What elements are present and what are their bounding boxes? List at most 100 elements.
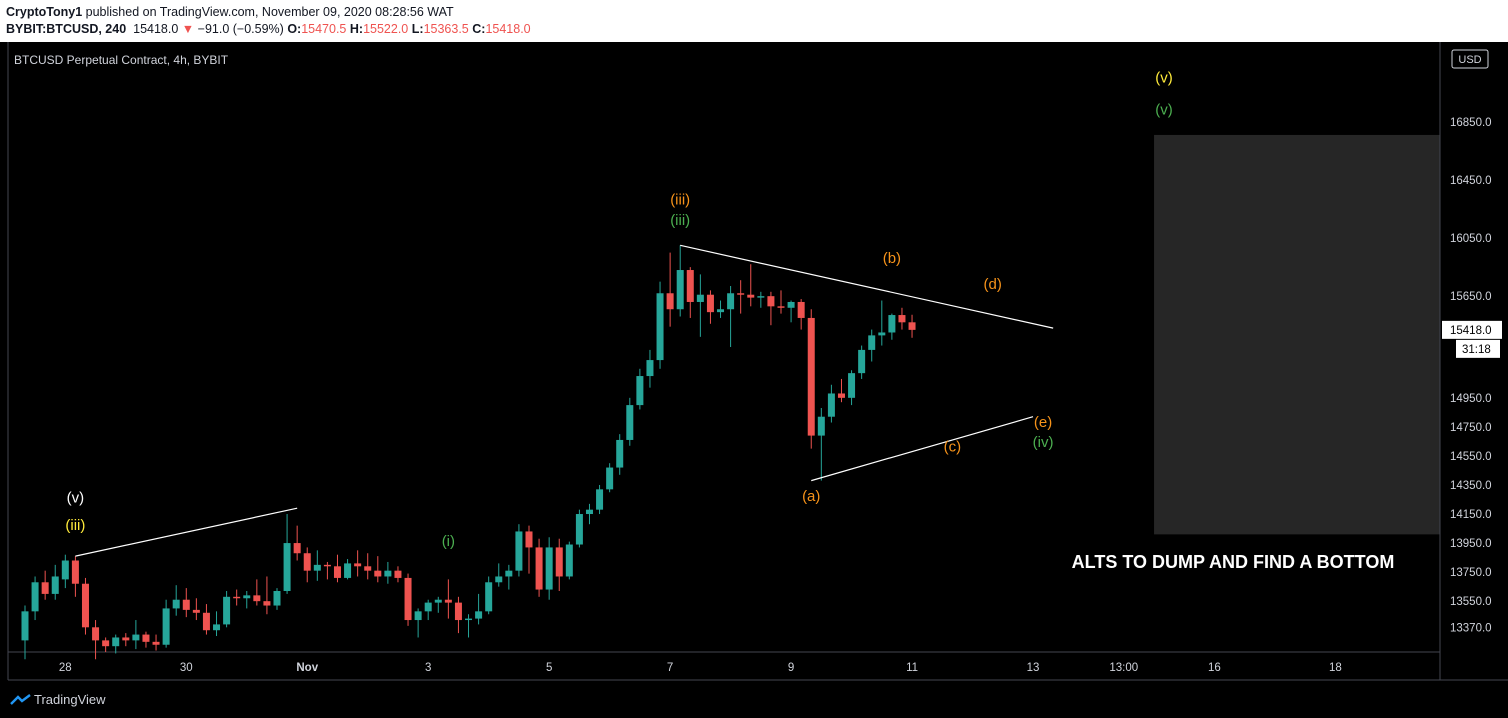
candle-body-down [374,570,382,577]
candle-body-down [767,296,775,307]
candle-body-down [253,595,261,602]
candle-body-up [61,560,69,580]
candle-body-up [626,405,634,440]
candle-body-up [384,570,392,577]
candle-body-down [192,609,200,613]
low-value: 15363.5 [423,22,469,36]
wave-label: (v) [67,489,85,506]
price-tick-label: 14550.0 [1450,451,1492,463]
candle-body-up [878,332,886,336]
wave-label: (c) [944,439,962,456]
candle-body-up [112,637,120,647]
candle-body-down [102,640,110,647]
candle-body-down [555,547,563,577]
candle-body-up [848,373,856,398]
candle-body-up [545,547,553,590]
candle-body-down [444,599,452,603]
candle-body-down [908,322,916,330]
candle-body-down [797,301,805,318]
candle-body-up [868,335,876,350]
candle-body-up [172,599,180,609]
time-tick-label: 11 [906,662,918,674]
brand-name[interactable]: TradingView [34,692,106,707]
wave-label: (iv) [1033,434,1054,451]
price-tick-label: 13370.0 [1450,622,1492,634]
countdown-tag [1456,339,1500,358]
candle-body-down [454,602,462,621]
candle-body-down [71,560,79,584]
candle-body-up [465,618,473,621]
trendline [811,416,1034,482]
high-value: 15522.0 [363,22,409,36]
time-tick-label: 13 [1027,662,1040,674]
tradingview-logo-icon [10,694,31,705]
close-value: 15418.0 [485,22,531,36]
price-tick-label: 13550.0 [1450,596,1492,608]
high-label: H: [349,22,364,36]
candle-body-up [888,315,896,333]
candle-body-down [807,317,815,436]
candle-body-down [122,637,130,641]
wave-label: (d) [984,276,1002,293]
time-tick-label: 28 [59,662,72,674]
open-label: O: [287,22,302,36]
candle-body-down [706,294,714,313]
annotation-text: ALTS TO DUMP AND FIND A BOTTOM [1072,552,1395,572]
price-change: −91.0 (−0.59%) [197,22,284,36]
close-label: C: [472,22,486,36]
price-tick-label: 16450.0 [1450,175,1492,187]
time-tick-label: 7 [667,662,673,674]
candle-body-down [92,627,100,641]
candle-body-down [142,634,150,642]
candle-body-up [596,489,604,510]
candle-body-down [394,570,402,578]
candle-body-up [606,467,614,490]
candle-body-down [202,612,210,631]
candle-body-up [827,393,835,417]
price-tick-label: 14950.0 [1450,393,1492,405]
candle-body-up [636,376,644,406]
target-zone-box [1154,134,1440,535]
candle-body-down [233,596,241,599]
candle-body-up [616,439,624,468]
wave-label: (iii) [65,517,85,534]
candle-body-up [51,576,59,594]
trendline [680,244,1054,329]
candle-body-down [898,315,906,323]
candle-body-up [21,611,29,641]
candle-body-up [495,576,503,583]
wave-label: (iii) [670,192,690,209]
time-tick-label: Nov [296,662,318,674]
publish-info: CryptoTony1 published on TradingView.com… [6,5,454,19]
time-tick-label: 18 [1329,662,1342,674]
candle-body-down [263,601,271,606]
time-tick-label: 9 [788,662,794,674]
author-name[interactable]: CryptoTony1 [6,5,83,19]
symbol-label: BYBIT:BTCUSD, 240 [6,22,127,36]
wave-label: (b) [883,250,901,267]
last-price-tag-label: 15418.0 [1450,325,1492,337]
price-tick-label: 14350.0 [1450,480,1492,492]
wave-label: (a) [802,488,820,505]
time-tick-label: 16 [1208,662,1221,674]
time-tick-label: 5 [546,662,552,674]
candle-body-up [313,564,321,571]
currency-badge [1451,49,1489,69]
candle-body-down [303,553,311,571]
low-label: L: [411,22,424,36]
candle-body-up [858,349,866,374]
candle-body-up [414,611,422,621]
price-chart[interactable]: (v) (iii) (i) (iii) (iii) (b) (d) (a) (c) (e) (iv)… [0,42,1508,682]
price-tick-label: 16050.0 [1450,233,1492,245]
wave-label: (v) [1155,102,1173,119]
candle-body-up [223,596,231,625]
candle-body-up [273,591,281,606]
candle-body-up [132,634,140,641]
candle-body-down [837,393,845,398]
candle-body-down [777,306,785,308]
down-arrow-icon: ▼ [181,22,195,36]
candle-body-up [757,296,765,298]
candle-body-up [656,293,664,361]
candle-body-down [354,563,362,567]
candle-body-up [162,608,170,645]
